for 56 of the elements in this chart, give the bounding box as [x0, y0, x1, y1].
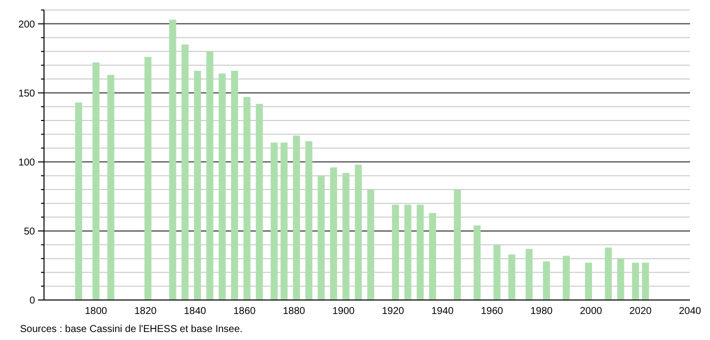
x-tick-label: 1840	[184, 306, 207, 317]
bar	[392, 204, 399, 300]
bar	[493, 244, 500, 300]
bar	[367, 190, 374, 300]
x-tick-label: 1920	[382, 306, 405, 317]
bar	[354, 164, 362, 300]
bar	[508, 254, 516, 300]
bar	[318, 176, 325, 300]
y-tick-label: 150	[18, 88, 36, 100]
bar	[642, 262, 649, 300]
bar	[75, 102, 82, 300]
y-tick-label: 200	[18, 19, 36, 30]
x-tick-label: 1820	[134, 306, 158, 317]
bar	[182, 44, 189, 300]
bar	[243, 97, 250, 300]
source-note: Sources : base Cassini de l'EHESS et base Insee.	[20, 324, 243, 335]
bar	[429, 213, 436, 300]
bar	[194, 70, 201, 300]
x-tick-label: 1800	[84, 306, 108, 317]
bar	[562, 256, 570, 300]
bar	[218, 74, 226, 300]
bar	[280, 142, 288, 300]
x-tick-label: 1900	[332, 306, 356, 317]
bar	[632, 262, 640, 300]
x-tick-label: 1860	[233, 306, 256, 317]
bar	[231, 70, 238, 300]
y-tick-label: 100	[18, 157, 36, 168]
bar	[416, 204, 424, 300]
bar	[144, 56, 152, 300]
bar	[526, 248, 533, 300]
bar	[206, 51, 214, 300]
bar	[454, 190, 461, 300]
bar	[617, 258, 624, 300]
x-tick-label: 2040	[678, 306, 702, 317]
bar	[330, 167, 338, 300]
bar	[542, 261, 550, 300]
x-tick-label: 1980	[530, 306, 554, 317]
bar	[474, 225, 481, 300]
bar	[107, 74, 114, 300]
bar	[305, 141, 312, 300]
x-tick-label: 1880	[282, 306, 306, 317]
x-tick-label: 2020	[629, 306, 652, 317]
bar	[342, 172, 350, 300]
bar	[292, 136, 300, 300]
bar	[604, 248, 612, 300]
x-tick-label: 2000	[580, 306, 603, 317]
bar	[92, 62, 100, 300]
bar	[256, 104, 263, 300]
x-tick-label: 1940	[431, 306, 454, 317]
x-tick-label: 1960	[480, 306, 504, 317]
y-tick-label: 0	[29, 296, 36, 306]
bar	[404, 204, 412, 300]
y-tick-label: 50	[24, 226, 36, 238]
bar	[169, 20, 176, 300]
bar	[585, 262, 592, 300]
bar	[270, 142, 278, 300]
